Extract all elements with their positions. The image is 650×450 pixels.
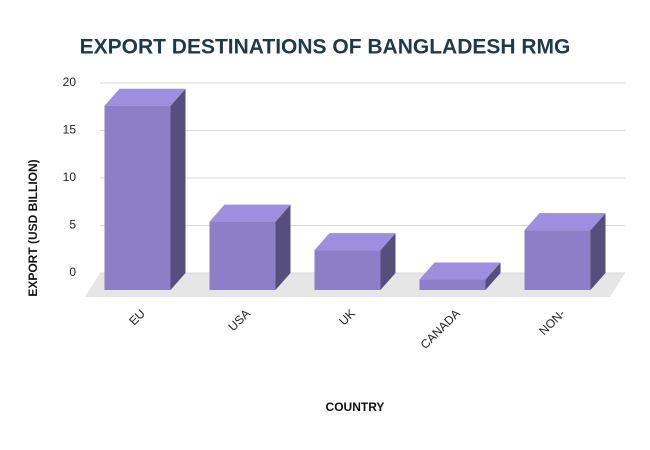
bar-side — [590, 213, 606, 290]
bar — [314, 250, 381, 290]
bar-top — [524, 213, 606, 231]
bar — [104, 105, 171, 290]
x-tick-label: EU — [126, 306, 148, 328]
x-tick-label: USA — [226, 306, 253, 333]
y-tick-label: 20 — [63, 75, 77, 89]
x-axis-label: COUNTRY — [326, 400, 385, 414]
bar-side — [485, 262, 501, 290]
bar-side — [380, 233, 396, 290]
y-axis-label: EXPORT (USD BILLION) — [26, 159, 40, 296]
bar — [419, 279, 486, 290]
bar-side — [275, 204, 291, 290]
x-tick-label: CANADA — [418, 306, 463, 351]
bar-top — [104, 88, 186, 106]
bar-top — [419, 262, 501, 280]
y-tick-label: 10 — [63, 170, 77, 184]
y-tick-label: 5 — [69, 218, 76, 232]
y-tick-label: 0 — [69, 265, 76, 279]
bar-top — [209, 204, 291, 222]
bar-side — [170, 88, 186, 290]
chart-title: EXPORT DESTINATIONS OF BANGLADESH RMG — [80, 36, 571, 59]
bar — [524, 230, 591, 290]
y-tick-label: 15 — [63, 123, 77, 137]
x-tick-label: NON- — [536, 306, 568, 338]
bar-top — [314, 233, 396, 251]
bar — [209, 221, 276, 290]
x-tick-label: UK — [336, 306, 358, 328]
